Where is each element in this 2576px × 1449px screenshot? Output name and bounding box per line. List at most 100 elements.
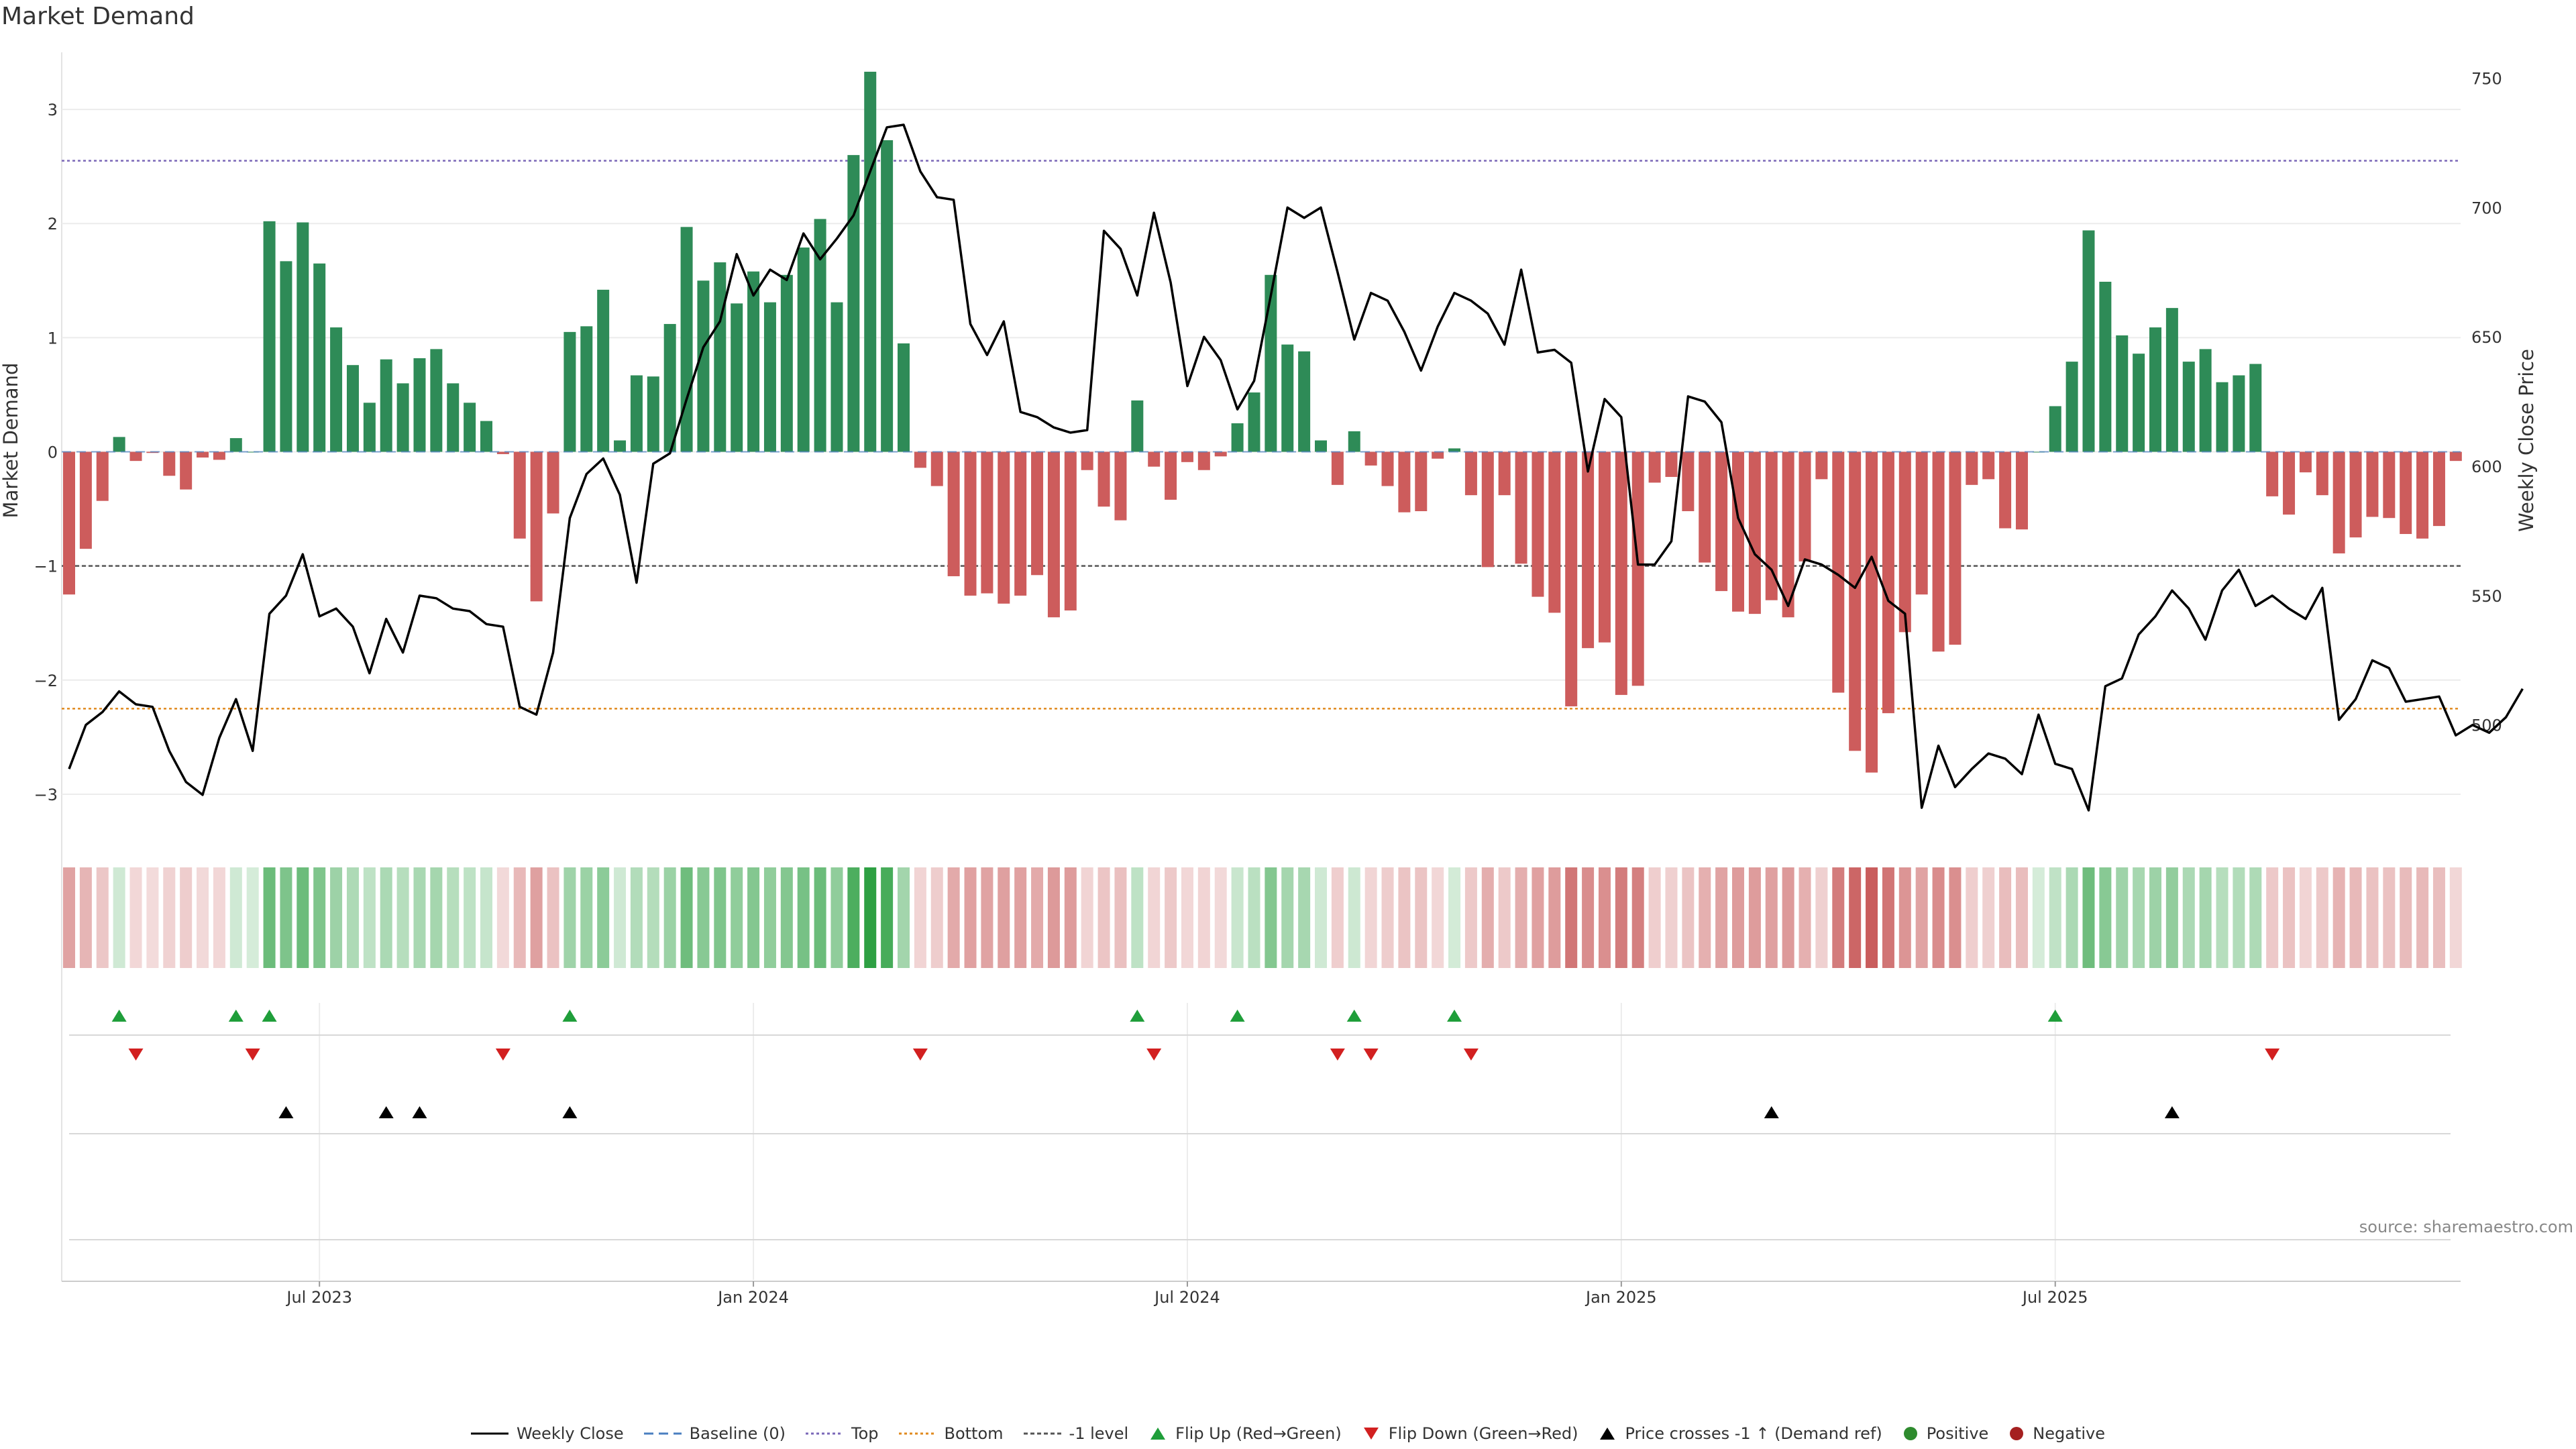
demand-bar [346, 365, 359, 452]
flip-up-marker [1346, 1010, 1362, 1022]
demand-bar [330, 327, 343, 452]
heat-strip-cell [947, 867, 960, 968]
demand-bar [229, 438, 242, 452]
heat-strip-cell [2149, 867, 2161, 968]
heat-strip-cell [1999, 867, 2012, 968]
legend-bottom[interactable]: Bottom [898, 1424, 1004, 1443]
demand-bar [864, 71, 877, 452]
legend-minus1[interactable]: -1 level [1023, 1424, 1128, 1443]
demand-bar [1748, 451, 1761, 614]
heat-strip-cell [614, 867, 627, 968]
heat-strip-cell [1165, 867, 1177, 968]
legend-top[interactable]: Top [806, 1424, 879, 1443]
y-tick-label: −1 [34, 557, 58, 576]
heat-strip-cell [1364, 867, 1377, 968]
demand-bar [1181, 451, 1193, 462]
heat-strip-cell [1665, 867, 1678, 968]
heat-strip-cell [1532, 867, 1544, 968]
legend-flip-up[interactable]: Flip Up (Red→Green) [1148, 1424, 1342, 1443]
legend-positive[interactable]: Positive [1902, 1424, 1988, 1443]
legend-weekly-close[interactable]: Weekly Close [470, 1424, 624, 1443]
heat-strip-cell [1582, 867, 1595, 968]
demand-bar [1064, 451, 1077, 611]
demand-bar [697, 280, 710, 452]
flip-up-marker [1447, 1010, 1462, 1022]
demand-bar [1047, 451, 1060, 618]
heat-strip-cell [79, 867, 92, 968]
flip-down-marker [1330, 1049, 1345, 1061]
demand-bar [1398, 451, 1411, 513]
heat-strip-cell [1748, 867, 1761, 968]
demand-bar [2099, 281, 2112, 452]
heat-strip-cell [630, 867, 643, 968]
heat-strip-cell [1765, 867, 1778, 968]
demand-bar [480, 421, 492, 452]
heat-strip-cell [547, 867, 559, 968]
heat-strip-cell [163, 867, 176, 968]
heat-strip-cell [964, 867, 977, 968]
dot-icon [1903, 1427, 1917, 1440]
demand-bar [1432, 451, 1444, 459]
flip-down-marker [245, 1049, 260, 1061]
heat-strip-cell [1298, 867, 1311, 968]
heat-strip-cell [297, 867, 309, 968]
heat-strip-cell [1732, 867, 1744, 968]
demand-bar [129, 451, 142, 462]
demand-bar [263, 221, 276, 452]
legend-flip-down[interactable]: Flip Down (Green→Red) [1362, 1424, 1578, 1443]
demand-bar [981, 451, 994, 594]
demand-bar [1348, 431, 1360, 452]
heat-strip-cell [2266, 867, 2279, 968]
heat-strip-cell [1715, 867, 1728, 968]
x-tick-label: Jul 2025 [2021, 1288, 2088, 1307]
heat-strip-cell [2216, 867, 2229, 968]
demand-bar [2416, 451, 2429, 539]
heat-strip-cell [580, 867, 593, 968]
demand-bar [2182, 362, 2195, 452]
legend-label: Flip Down (Green→Red) [1388, 1424, 1578, 1443]
heat-strip-cell [1331, 867, 1344, 968]
y2-tick-label: 700 [2471, 199, 2502, 217]
demand-bar [814, 219, 826, 452]
demand-bar [1665, 451, 1678, 477]
demand-bar [663, 323, 676, 452]
flip-up-marker [2047, 1010, 2063, 1022]
demand-bar [380, 359, 392, 452]
demand-bar [1732, 451, 1744, 612]
heat-strip-cell [814, 867, 826, 968]
legend-baseline[interactable]: Baseline (0) [643, 1424, 786, 1443]
dashed-line-icon [643, 1432, 682, 1435]
legend-negative[interactable]: Negative [2008, 1424, 2105, 1443]
demand-bar [881, 140, 894, 452]
heat-strip-cell [2182, 867, 2195, 968]
heat-strip-cell [346, 867, 359, 968]
heat-strip-cell [1598, 867, 1611, 968]
demand-bar [1598, 451, 1611, 643]
demand-bar [513, 451, 526, 539]
demand-bar [1515, 451, 1527, 564]
demand-bar [1648, 451, 1661, 483]
demand-bar [1548, 451, 1561, 613]
demand-bar [1982, 451, 1995, 480]
heat-strip-cell [2165, 867, 2178, 968]
flip-up-marker [228, 1010, 244, 1022]
heat-strip-cell [2249, 867, 2262, 968]
heat-strip-cell [113, 867, 125, 968]
legend-cross[interactable]: Price crosses -1 ↑ (Demand ref) [1598, 1424, 1882, 1443]
heat-strip-cell [1415, 867, 1428, 968]
heat-strip-cell [396, 867, 409, 968]
heat-strip-cell [864, 867, 877, 968]
y2-tick-label: 600 [2471, 458, 2502, 476]
demand-bar [2165, 308, 2178, 452]
demand-bar [297, 222, 309, 452]
legend-label: Price crosses -1 ↑ (Demand ref) [1625, 1424, 1882, 1443]
heat-strip-cell [2116, 867, 2129, 968]
heat-strip-cell [1682, 867, 1695, 968]
heat-strip-cell [2065, 867, 2078, 968]
demand-bar [246, 451, 259, 453]
demand-bar [2299, 451, 2312, 473]
demand-bar [2266, 451, 2279, 496]
heat-strip-cell [731, 867, 743, 968]
demand-bar [1915, 451, 1928, 595]
demand-bar [1197, 451, 1210, 470]
